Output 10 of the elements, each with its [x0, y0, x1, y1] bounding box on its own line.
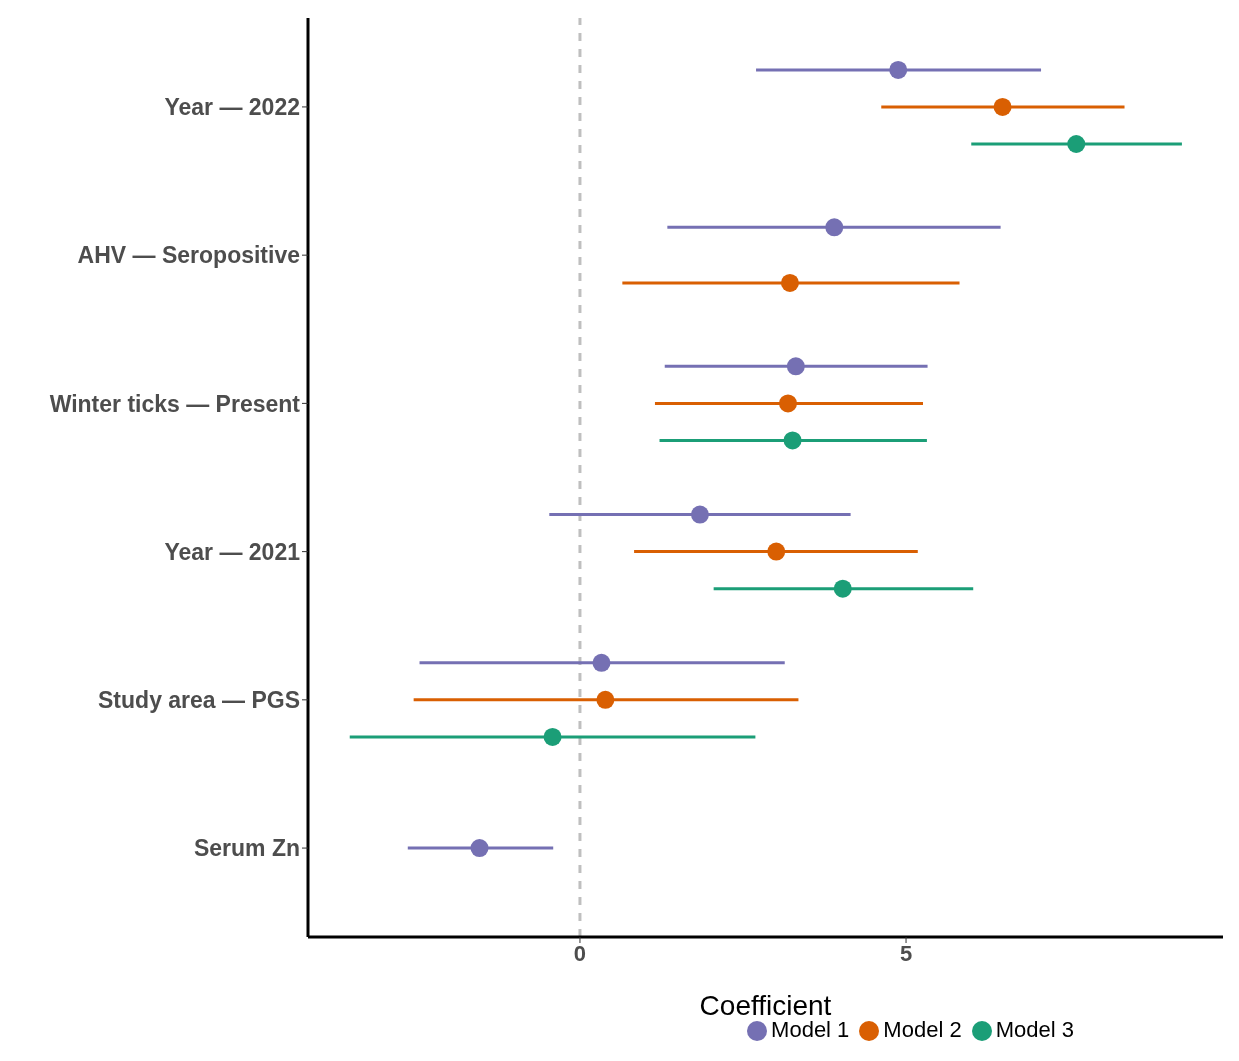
legend-label: Model 3	[995, 1017, 1074, 1042]
y-tick-label: Serum Zn	[193, 835, 300, 862]
y-tick-label: Year — 2022	[164, 94, 300, 121]
legend-label: Model 2	[883, 1017, 962, 1042]
x-tick-label: 5	[899, 940, 913, 966]
y-tick-label: Year — 2021	[164, 538, 301, 565]
y-tick-label: AHV — Seropositive	[77, 242, 300, 269]
y-tick-label: Winter ticks — Present	[49, 390, 301, 417]
x-tick-label: 0	[573, 940, 587, 966]
y-tick-label: Study area — PGS	[98, 687, 300, 713]
